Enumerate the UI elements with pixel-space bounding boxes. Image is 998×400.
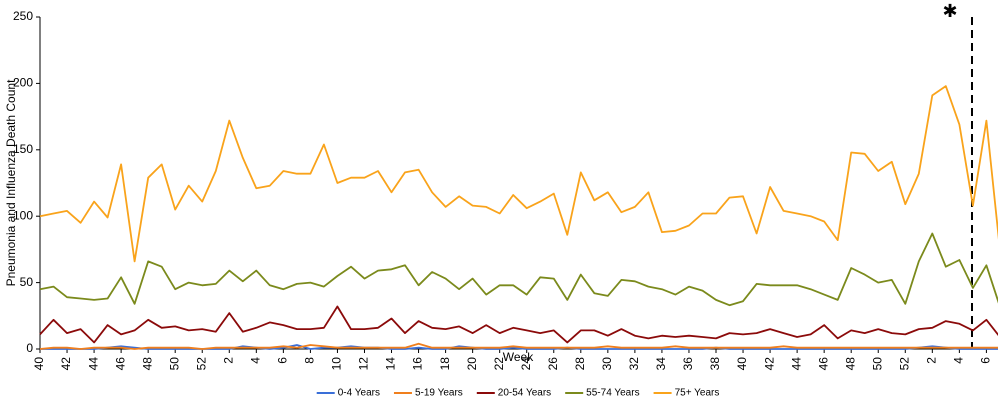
x-tick-label: 4 [248, 357, 262, 364]
x-tick-label: 22 [492, 357, 506, 371]
legend-label: 0-4 Years [338, 388, 380, 399]
x-tick-label: 42 [59, 357, 73, 371]
y-tick-label: 0 [26, 341, 33, 355]
x-tick-label: 20 [465, 357, 479, 371]
x-tick-label: 34 [654, 357, 668, 371]
x-tick-label: 46 [816, 357, 830, 371]
series-line [39, 232, 998, 307]
x-tick-label: 6 [979, 357, 993, 364]
x-tick-label: 26 [546, 357, 560, 371]
x-tick-label: 50 [167, 357, 181, 371]
x-tick-label: 44 [789, 357, 803, 371]
x-tick-label: 48 [140, 357, 154, 371]
x-tick-label: 52 [194, 357, 208, 371]
legend-label: 75+ Years [675, 388, 720, 399]
series-line [39, 342, 998, 350]
series-line [39, 305, 998, 344]
y-tick-label: 200 [13, 76, 33, 90]
x-tick-label: 2 [924, 357, 938, 364]
y-axis-label: Pneumonia and Influenza Death Count [4, 79, 18, 286]
x-tick-label: 38 [708, 357, 722, 371]
x-tick-label: 16 [411, 357, 425, 371]
x-tick-label: 28 [573, 357, 587, 371]
x-tick-label: 6 [276, 357, 290, 364]
x-tick-label: 42 [762, 357, 776, 371]
legend-label: 5-19 Years [415, 388, 463, 399]
legend-label: 20-54 Years [498, 388, 551, 399]
y-tick-label: 150 [13, 142, 33, 156]
x-tick-label: 50 [870, 357, 884, 371]
series-line [39, 85, 998, 263]
x-tick-label: 36 [681, 357, 695, 371]
y-tick-label: 50 [20, 275, 34, 289]
x-tick-label: 48 [843, 357, 857, 371]
y-tick-label: 250 [13, 9, 33, 23]
x-tick-label: 40 [32, 357, 46, 371]
x-tick-label: 44 [86, 357, 100, 371]
x-tick-label: 2 [221, 357, 235, 364]
x-tick-label: 4 [952, 357, 966, 364]
y-tick-label: 100 [13, 208, 33, 222]
x-tick-label: 10 [330, 357, 344, 371]
x-tick-label: 30 [600, 357, 614, 371]
x-tick-label: 24 [519, 357, 533, 371]
x-axis-label: Week [503, 350, 534, 364]
annotation: ✱ [942, 1, 957, 21]
x-tick-label: 32 [627, 357, 641, 371]
x-tick-label: 8 [303, 357, 317, 364]
x-tick-label: 52 [897, 357, 911, 371]
x-tick-label: 18 [438, 357, 452, 371]
legend: 0-4 Years 5-19 Years 20-54 Years 55-74 Year… [316, 388, 720, 399]
x-tick-label: 12 [357, 357, 371, 371]
legend-label: 55-74 Years [586, 388, 639, 399]
x-tick-label: 14 [384, 357, 398, 371]
x-tick-label: 46 [113, 357, 127, 371]
x-tick-label: 40 [735, 357, 749, 371]
